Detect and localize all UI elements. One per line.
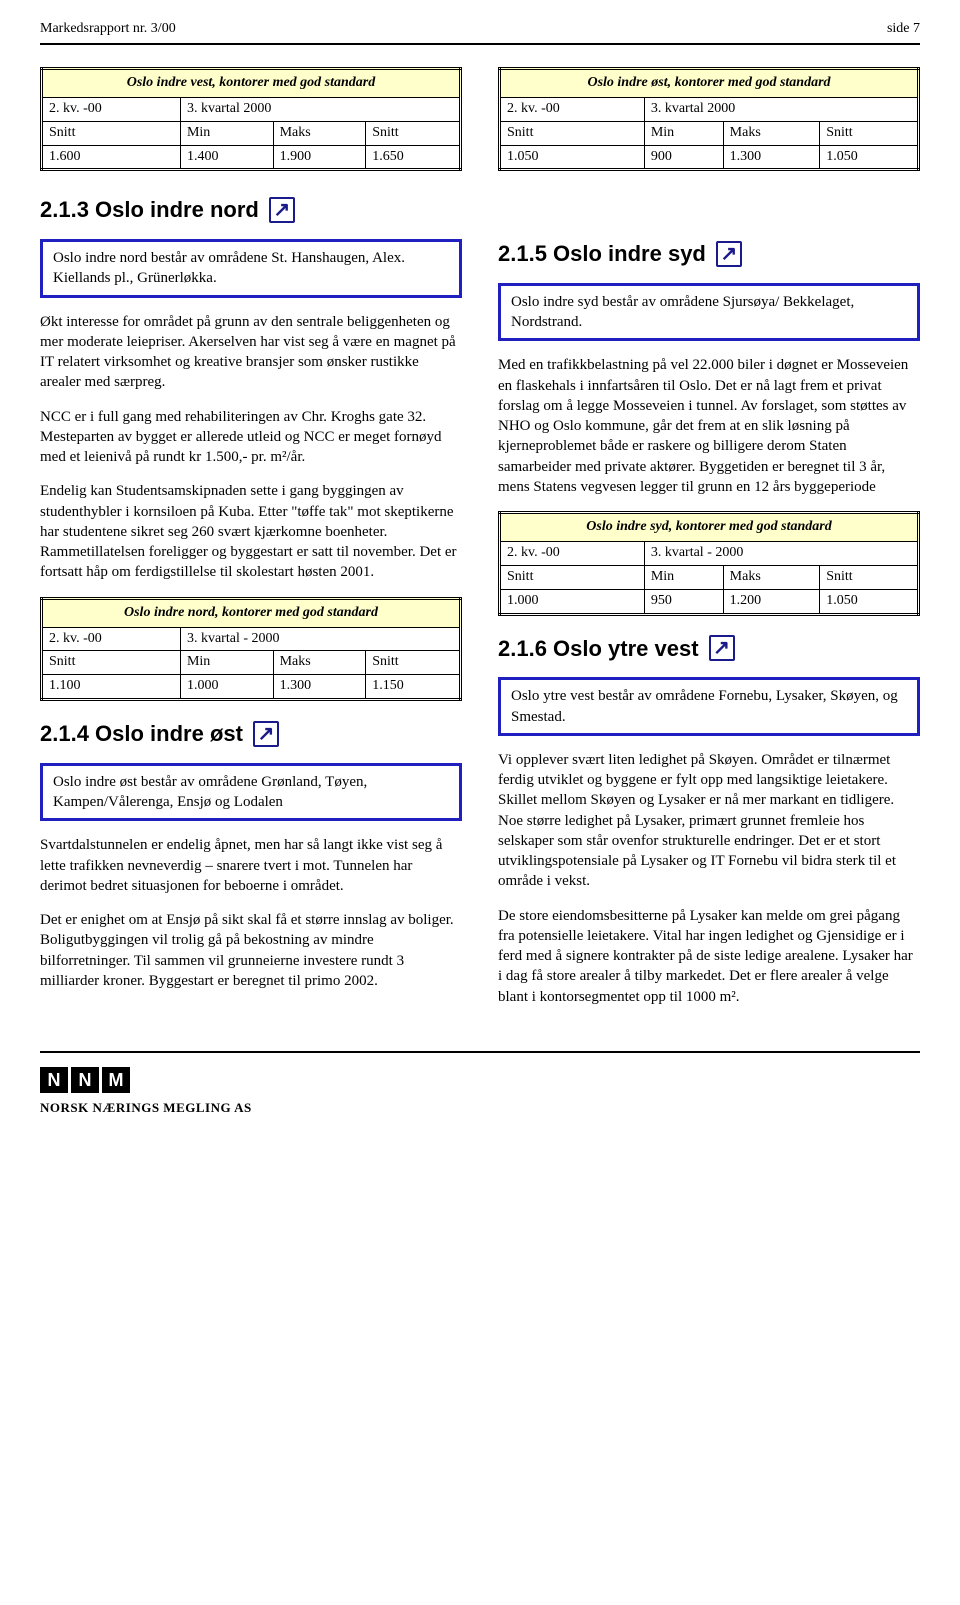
heading-text: 2.1.6 Oslo ytre vest <box>498 634 699 664</box>
period-b: 3. kvartal - 2000 <box>180 627 460 651</box>
logo-text: NORSK NÆRINGS MEGLING AS <box>40 1099 920 1117</box>
para: Vi opplever svært liten ledighet på Skøy… <box>498 750 920 892</box>
table-indre-ost-top: Oslo indre øst, kontorer med god standar… <box>498 67 920 172</box>
table-title: Oslo indre nord, kontorer med god standa… <box>42 598 461 627</box>
cell: 900 <box>644 145 723 170</box>
heading-213: 2.1.3 Oslo indre nord ↗ <box>40 195 920 225</box>
trend-arrow-icon: ↗ <box>269 197 295 223</box>
period-a: 2. kv. -00 <box>500 97 645 121</box>
col-h: Maks <box>273 121 366 145</box>
heading-216: 2.1.6 Oslo ytre vest ↗ <box>498 634 920 664</box>
infobox-syd: Oslo indre syd består av områdene Sjursø… <box>498 283 920 342</box>
col-h: Snitt <box>500 121 645 145</box>
col-h: Min <box>644 121 723 145</box>
trend-arrow-icon: ↗ <box>709 635 735 661</box>
cell: 1.050 <box>500 145 645 170</box>
cell: 1.200 <box>723 589 820 614</box>
heading-text: 2.1.3 Oslo indre nord <box>40 195 259 225</box>
cell: 1.300 <box>723 145 820 170</box>
col-h: Snitt <box>366 121 461 145</box>
heading-214: 2.1.4 Oslo indre øst ↗ <box>40 719 462 749</box>
cell: 1.400 <box>180 145 273 170</box>
footer-rule <box>40 1051 920 1053</box>
col-h: Snitt <box>820 565 919 589</box>
cell: 1.000 <box>180 675 273 700</box>
table-title: Oslo indre øst, kontorer med god standar… <box>500 68 919 97</box>
col-h: Snitt <box>820 121 919 145</box>
para: De store eiendomsbesitterne på Lysaker k… <box>498 906 920 1007</box>
period-b: 3. kvartal - 2000 <box>644 541 918 565</box>
period-a: 2. kv. -00 <box>42 627 181 651</box>
heading-text: 2.1.5 Oslo indre syd <box>498 239 706 269</box>
header-rule <box>40 43 920 45</box>
para: Med en trafikkbelastning på vel 22.000 b… <box>498 355 920 497</box>
infobox-ost: Oslo indre øst består av områdene Grønla… <box>40 763 462 822</box>
header-left: Markedsrapport nr. 3/00 <box>40 20 176 39</box>
trend-arrow-icon: ↗ <box>253 721 279 747</box>
col-h: Snitt <box>42 651 181 675</box>
logo-letter: M <box>102 1067 130 1093</box>
period-b: 3. kvartal 2000 <box>180 97 460 121</box>
cell: 950 <box>644 589 723 614</box>
infobox-ytrevest: Oslo ytre vest består av områdene Forneb… <box>498 677 920 736</box>
cell: 1.300 <box>273 675 366 700</box>
col-h: Min <box>180 651 273 675</box>
para: Økt interesse for området på grunn av de… <box>40 312 462 393</box>
col-h: Snitt <box>42 121 181 145</box>
period-a: 2. kv. -00 <box>500 541 645 565</box>
header-right: side 7 <box>887 20 920 39</box>
period-b: 3. kvartal 2000 <box>644 97 918 121</box>
logo-boxes: N N M <box>40 1067 920 1093</box>
cell: 1.050 <box>820 589 919 614</box>
col-h: Maks <box>723 121 820 145</box>
col-h: Maks <box>723 565 820 589</box>
cell: 1.050 <box>820 145 919 170</box>
cell: 1.100 <box>42 675 181 700</box>
logo-letter: N <box>71 1067 99 1093</box>
table-title: Oslo indre syd, kontorer med god standar… <box>500 513 919 542</box>
heading-215: 2.1.5 Oslo indre syd ↗ <box>498 239 920 269</box>
cell: 1.650 <box>366 145 461 170</box>
period-a: 2. kv. -00 <box>42 97 181 121</box>
para: NCC er i full gang med rehabiliteringen … <box>40 407 462 468</box>
cell: 1.150 <box>366 675 461 700</box>
table-indre-syd: Oslo indre syd, kontorer med god standar… <box>498 511 920 616</box>
cell: 1.600 <box>42 145 181 170</box>
cell: 1.900 <box>273 145 366 170</box>
trend-arrow-icon: ↗ <box>716 241 742 267</box>
table-indre-nord: Oslo indre nord, kontorer med god standa… <box>40 597 462 702</box>
col-h: Snitt <box>366 651 461 675</box>
col-h: Min <box>180 121 273 145</box>
para: Svartdalstunnelen er endelig åpnet, men … <box>40 835 462 896</box>
table-indre-vest: Oslo indre vest, kontorer med god standa… <box>40 67 462 172</box>
logo-letter: N <box>40 1067 68 1093</box>
cell: 1.000 <box>500 589 645 614</box>
heading-text: 2.1.4 Oslo indre øst <box>40 719 243 749</box>
col-h: Maks <box>273 651 366 675</box>
col-h: Min <box>644 565 723 589</box>
para: Endelig kan Studentsamskipnaden sette i … <box>40 481 462 582</box>
company-logo: N N M NORSK NÆRINGS MEGLING AS <box>40 1067 920 1117</box>
infobox-nord: Oslo indre nord består av områdene St. H… <box>40 239 462 298</box>
para: Det er enighet om at Ensjø på sikt skal … <box>40 910 462 991</box>
col-h: Snitt <box>500 565 645 589</box>
page-header: Markedsrapport nr. 3/00 side 7 <box>40 20 920 39</box>
table-title: Oslo indre vest, kontorer med god standa… <box>42 68 461 97</box>
